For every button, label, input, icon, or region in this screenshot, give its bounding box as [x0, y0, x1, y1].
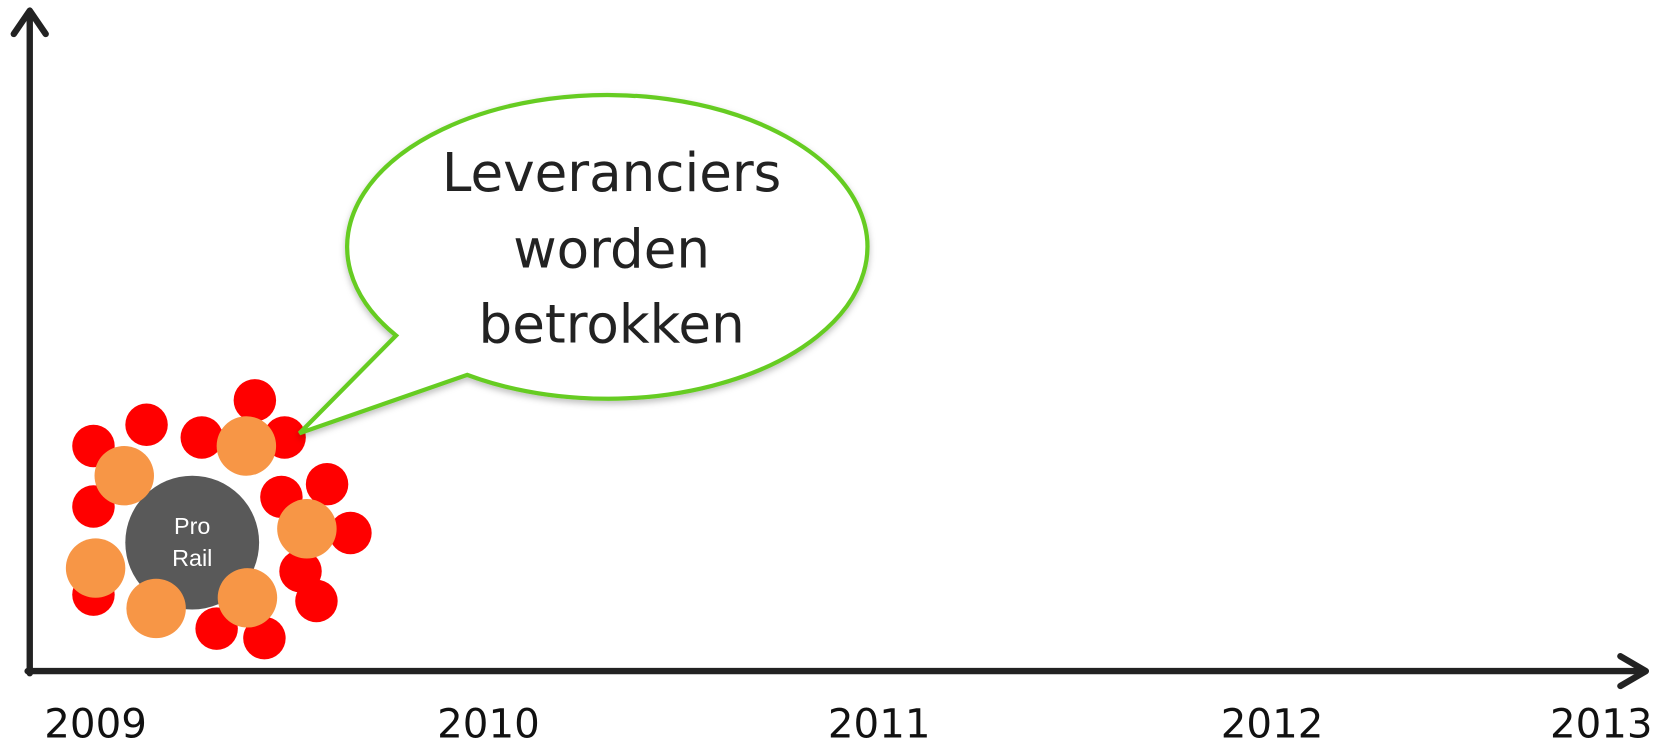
- year-label: 2010: [437, 700, 540, 747]
- year-label: 2013: [1550, 700, 1653, 747]
- center-circle: [125, 475, 260, 610]
- callout-text: betrokken: [479, 294, 745, 356]
- x-arrow: [1617, 653, 1650, 690]
- red-circle: [125, 403, 168, 446]
- callout-text: Leveranciers: [442, 142, 781, 204]
- orange-circle: [217, 568, 278, 628]
- year-label: 2012: [1221, 700, 1324, 747]
- red-circle: [305, 462, 349, 506]
- orange-circle: [94, 445, 154, 506]
- red-circle: [295, 579, 338, 623]
- axes: [10, 7, 1650, 690]
- orange-circle: [216, 416, 277, 476]
- orange-circle: [65, 538, 126, 598]
- orange-circle: [126, 578, 186, 639]
- red-circle: [329, 511, 372, 555]
- year-label: 2009: [44, 700, 147, 747]
- red-circle: [243, 616, 286, 660]
- callout-text: worden: [513, 218, 710, 280]
- year-label: 2011: [828, 700, 931, 747]
- red-circle: [233, 379, 277, 422]
- red-circle: [180, 416, 224, 459]
- orange-circle: [277, 499, 337, 559]
- center-label: Pro: [174, 513, 210, 539]
- center-label: Rail: [172, 545, 212, 571]
- orange-circles: [65, 416, 337, 639]
- y-arrow: [10, 7, 49, 38]
- speech-bubble: [297, 92, 870, 436]
